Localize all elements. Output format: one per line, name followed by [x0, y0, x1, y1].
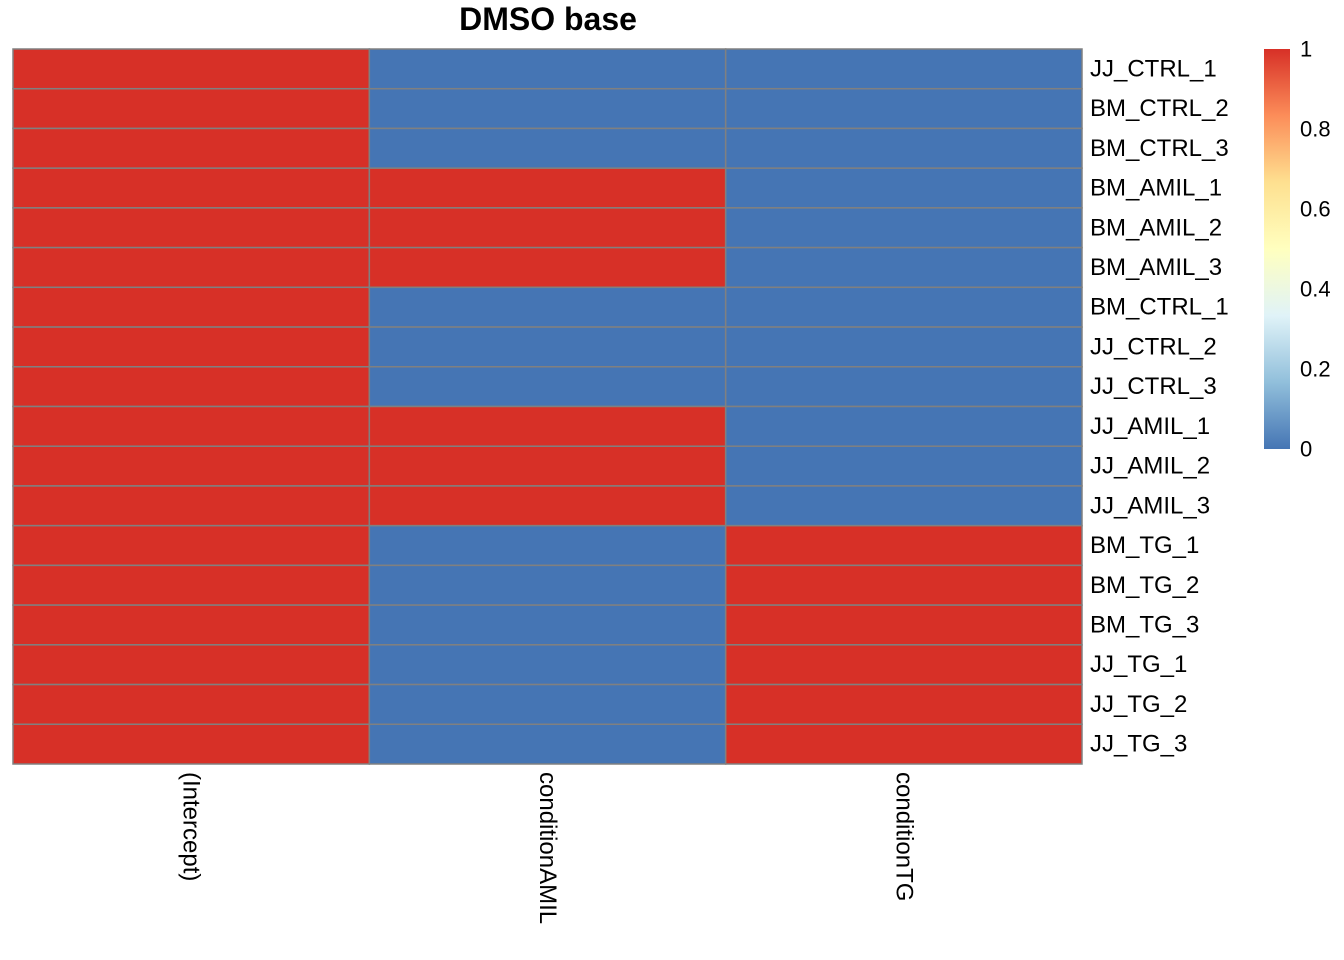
heatmap-cell [368, 286, 727, 328]
legend-color-bar [1264, 49, 1290, 449]
heatmap-cell [12, 48, 371, 90]
heatmap-cell [724, 167, 1083, 209]
heatmap-cell [724, 564, 1083, 606]
row-label: BM_CTRL_3 [1090, 135, 1229, 162]
row-label: JJ_TG_1 [1090, 651, 1187, 678]
legend-tick-label: 1 [1300, 37, 1312, 62]
legend-tick-label: 0.6 [1300, 197, 1331, 222]
legend-tick-label: 0.8 [1300, 117, 1331, 142]
heatmap-cell [12, 366, 371, 408]
legend-tick-label: 0.2 [1300, 357, 1331, 382]
heatmap-cell [12, 87, 371, 130]
heatmap-cell [12, 604, 371, 646]
heatmap-cell [368, 167, 727, 209]
row-label: BM_TG_1 [1090, 532, 1199, 559]
heatmap-cells [12, 48, 1083, 765]
heatmap-cell [12, 405, 371, 447]
heatmap-cell [12, 207, 371, 249]
heatmap-cell [12, 644, 371, 686]
heatmap-cell [368, 445, 727, 487]
row-label: JJ_CTRL_3 [1090, 373, 1217, 400]
heatmap-cell [368, 564, 727, 606]
row-label: BM_TG_3 [1090, 611, 1199, 638]
heatmap-cell [724, 485, 1083, 527]
heatmap-cell [368, 485, 727, 527]
heatmap-cell [724, 405, 1083, 447]
heatmap-cell [724, 127, 1083, 169]
heatmap-cell [12, 683, 371, 726]
row-label: BM_TG_2 [1090, 572, 1199, 599]
heatmap-cell [368, 524, 727, 567]
heatmap-cell [368, 127, 727, 169]
row-label: BM_CTRL_2 [1090, 95, 1229, 122]
column-label: conditionTG [890, 772, 917, 901]
heatmap-cell [724, 207, 1083, 249]
heatmap-cell [724, 644, 1083, 686]
column-label: (Intercept) [178, 772, 205, 881]
heatmap-cell [368, 207, 727, 249]
heatmap-cell [368, 48, 727, 90]
heatmap-cell [724, 326, 1083, 368]
heatmap-cell [724, 246, 1083, 289]
heatmap-cell [368, 246, 727, 289]
heatmap-cell [368, 683, 727, 726]
heatmap-cell [724, 366, 1083, 408]
heatmap-cell [12, 445, 371, 487]
heatmap-cell [724, 524, 1083, 567]
row-label: JJ_TG_2 [1090, 691, 1187, 718]
heatmap-cell [724, 286, 1083, 328]
heatmap-cell [368, 405, 727, 447]
legend-tick-label: 0 [1300, 437, 1312, 462]
heatmap-cell [368, 604, 727, 646]
column-label: conditionAMIL [534, 772, 561, 924]
row-label: JJ_AMIL_3 [1090, 492, 1210, 519]
row-label: JJ_AMIL_2 [1090, 453, 1210, 480]
heatmap-cell [12, 564, 371, 606]
heatmap-cell [724, 683, 1083, 726]
row-label: BM_CTRL_1 [1090, 294, 1229, 321]
row-label: JJ_AMIL_1 [1090, 413, 1210, 440]
heatmap-cell [12, 127, 371, 169]
heatmap-cell [724, 48, 1083, 90]
heatmap-cell [368, 644, 727, 686]
heatmap-cell [368, 366, 727, 408]
heatmap-cell [12, 167, 371, 209]
heatmap-cell [12, 485, 371, 527]
legend-tick-label: 0.4 [1300, 277, 1331, 302]
heatmap-cell [368, 87, 727, 130]
heatmap-cell [12, 723, 371, 765]
heatmap-cell [12, 326, 371, 368]
heatmap-cell [12, 246, 371, 289]
heatmap-cell [724, 604, 1083, 646]
color-legend: 0 0.2 0.4 0.6 0.8 1 [1264, 37, 1331, 462]
heatmap-cell [368, 326, 727, 368]
row-label: BM_AMIL_3 [1090, 254, 1222, 281]
heatmap-cell [724, 723, 1083, 765]
heatmap-cell [12, 524, 371, 567]
heatmap-cell [724, 445, 1083, 487]
heatmap-cell [368, 723, 727, 765]
column-labels: (Intercept) conditionAMIL conditionTG [178, 772, 918, 924]
row-label: BM_AMIL_2 [1090, 214, 1222, 241]
chart-title: DMSO base [459, 1, 637, 37]
row-label: JJ_CTRL_1 [1090, 55, 1217, 82]
row-labels: JJ_CTRL_1 BM_CTRL_2 BM_CTRL_3 BM_AMIL_1 BM_A… [1090, 55, 1229, 757]
row-label: JJ_CTRL_2 [1090, 333, 1217, 360]
row-label: JJ_TG_3 [1090, 731, 1187, 758]
heatmap-cell [12, 286, 371, 328]
heatmap-cell [724, 87, 1083, 130]
row-label: BM_AMIL_1 [1090, 175, 1222, 202]
